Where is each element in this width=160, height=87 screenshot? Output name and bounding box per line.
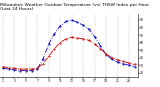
Text: Milwaukee Weather Outdoor Temperature (vs) THSW Index per Hour (Last 24 Hours): Milwaukee Weather Outdoor Temperature (v… (0, 3, 149, 11)
